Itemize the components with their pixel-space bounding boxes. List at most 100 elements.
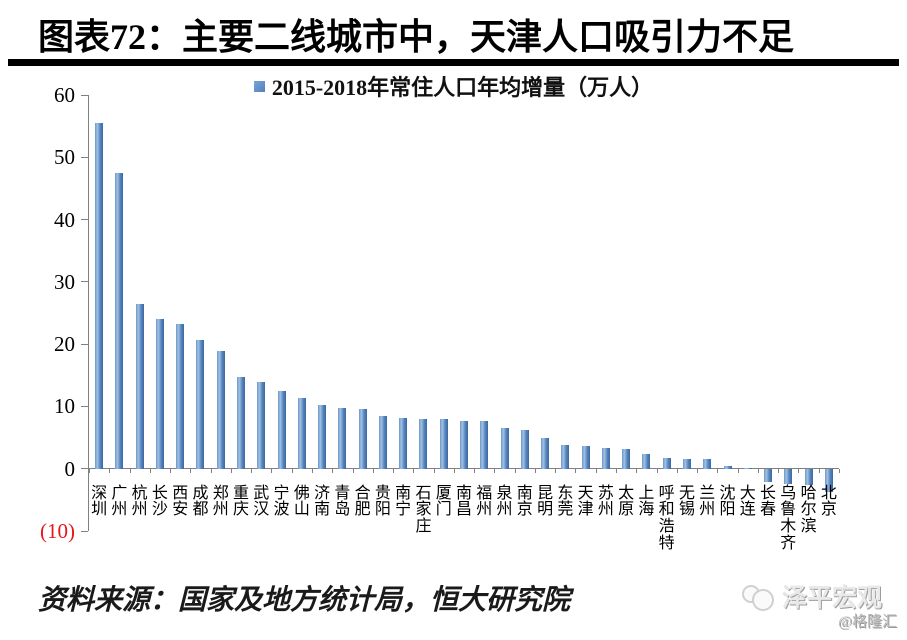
legend-swatch-icon — [253, 80, 265, 92]
x-axis-category-label: 天 津 — [577, 484, 594, 519]
x-axis-category-label: 重 庆 — [233, 484, 250, 519]
x-axis-category-label: 成 都 — [192, 484, 209, 519]
x-axis-category-label: 佛 山 — [293, 484, 310, 519]
bar-太原 — [622, 448, 631, 469]
bar-长春 — [764, 468, 773, 483]
y-axis-label: 40 — [54, 207, 75, 232]
x-axis-tick — [129, 468, 131, 473]
y-axis-tick — [81, 468, 88, 470]
bar-呼和浩特 — [662, 457, 671, 469]
brand-logo-icon — [742, 583, 776, 611]
x-axis-tick — [778, 468, 780, 473]
x-axis-tick — [676, 468, 678, 473]
bar-长沙 — [155, 318, 164, 469]
x-axis-category-label: 合 肥 — [354, 484, 371, 519]
x-axis-tick — [413, 468, 415, 473]
x-axis-tick — [656, 468, 658, 473]
y-axis-tick — [81, 405, 88, 407]
x-axis-tick — [271, 468, 273, 473]
page-title: 图表72：主要二线城市中，天津人口吸引力不足 — [38, 17, 795, 57]
x-axis-category-label: 苏 州 — [597, 484, 614, 519]
x-axis-tick — [636, 468, 638, 473]
bar-昆明 — [541, 438, 550, 469]
x-axis-category-label: 乌 鲁 木 齐 — [780, 484, 797, 552]
y-axis-label: 20 — [54, 332, 75, 357]
y-axis-label: 10 — [54, 394, 75, 419]
x-axis-category-label: 武 汉 — [253, 484, 270, 519]
logo-circle-icon — [752, 589, 774, 611]
x-axis-tick — [372, 468, 374, 473]
x-axis-category-label: 上 海 — [638, 484, 655, 519]
source-note: 资料来源：国家及地方统计局，恒大研究院 — [38, 585, 571, 616]
y-axis-tick — [81, 156, 88, 158]
x-axis-category-label: 南 宁 — [395, 484, 412, 519]
x-axis-tick — [839, 468, 840, 473]
bar-佛山 — [297, 398, 306, 469]
x-axis-category-label: 宁 波 — [273, 484, 290, 519]
y-axis-tick — [81, 94, 88, 96]
x-axis-category-label: 南 昌 — [455, 484, 472, 519]
x-axis-category-label: 长 春 — [760, 484, 777, 519]
legend-label: 2015-2018年常住人口年均增量（万人） — [271, 75, 654, 100]
bar-乌鲁木齐 — [784, 468, 793, 484]
y-axis-label: 0 — [64, 456, 76, 481]
x-axis-tick — [494, 468, 496, 473]
x-axis-tick — [575, 468, 577, 473]
x-axis-category-label: 福 州 — [476, 484, 493, 519]
x-axis-tick — [230, 468, 232, 473]
x-axis-tick — [149, 468, 151, 473]
bar-重庆 — [237, 376, 246, 469]
y-axis-label: 60 — [54, 83, 75, 107]
x-axis-tick — [798, 468, 800, 473]
x-axis-tick — [818, 468, 820, 473]
x-axis-line — [89, 468, 839, 470]
bar-成都 — [196, 340, 205, 469]
chart-legend: 2015-2018年常住人口年均增量（万人） — [0, 70, 907, 102]
x-axis-tick — [210, 468, 212, 473]
x-axis-category-label: 济 南 — [314, 484, 331, 519]
y-axis-tick — [81, 281, 88, 283]
bar-兰州 — [703, 459, 712, 469]
x-axis-category-label: 厦 门 — [435, 484, 452, 519]
x-axis-category-label: 泉 州 — [496, 484, 513, 519]
plot-area: 60 50 40 30 20 10 0 (10) 深 圳广 州杭 州长 沙西 安成 都郑 州重 … — [40, 85, 840, 551]
x-axis-tick — [433, 468, 435, 473]
x-axis-category-label: 南 京 — [516, 484, 533, 519]
x-axis-tick — [453, 468, 455, 473]
y-axis-label: 50 — [54, 145, 75, 170]
bar-南京 — [520, 430, 529, 469]
x-axis-category-label: 无 锡 — [678, 484, 695, 519]
x-axis-category-label: 西 安 — [172, 484, 189, 519]
x-axis-category-label: 郑 州 — [212, 484, 229, 519]
x-axis-tick — [190, 468, 192, 473]
bar-无锡 — [682, 458, 691, 469]
x-axis-tick — [170, 468, 172, 473]
x-axis-tick — [251, 468, 253, 473]
x-axis-tick — [555, 468, 557, 473]
title-divider-rule — [8, 59, 899, 66]
x-axis-category-label: 杭 州 — [131, 484, 148, 519]
y-axis-label: 30 — [54, 269, 75, 294]
bar-南昌 — [460, 420, 468, 469]
brand-watermark: 泽平宏观 — [742, 578, 882, 614]
bar-上海 — [642, 453, 651, 469]
y-axis-tick — [81, 219, 88, 221]
bar-南宁 — [399, 418, 408, 469]
x-axis-category-label: 昆 明 — [537, 484, 554, 519]
x-axis-tick — [757, 468, 759, 473]
y-axis-tick — [81, 530, 88, 532]
bar-厦门 — [439, 418, 448, 469]
x-axis-category-label: 大 连 — [739, 484, 756, 519]
bar-合肥 — [358, 408, 367, 469]
x-axis-category-label: 太 原 — [618, 484, 635, 519]
x-axis-category-label: 沈 阳 — [719, 484, 736, 519]
y-axis-label: (10) — [40, 519, 75, 543]
bar-北京 — [824, 468, 833, 492]
x-axis-category-label: 贵 阳 — [374, 484, 391, 519]
x-axis-tick — [514, 468, 516, 473]
y-axis-tick — [81, 343, 88, 345]
bar-深圳 — [95, 123, 104, 469]
site-watermark-text: @格隆汇 — [838, 614, 897, 630]
bar-杭州 — [135, 304, 144, 469]
bar-石家庄 — [419, 418, 428, 469]
